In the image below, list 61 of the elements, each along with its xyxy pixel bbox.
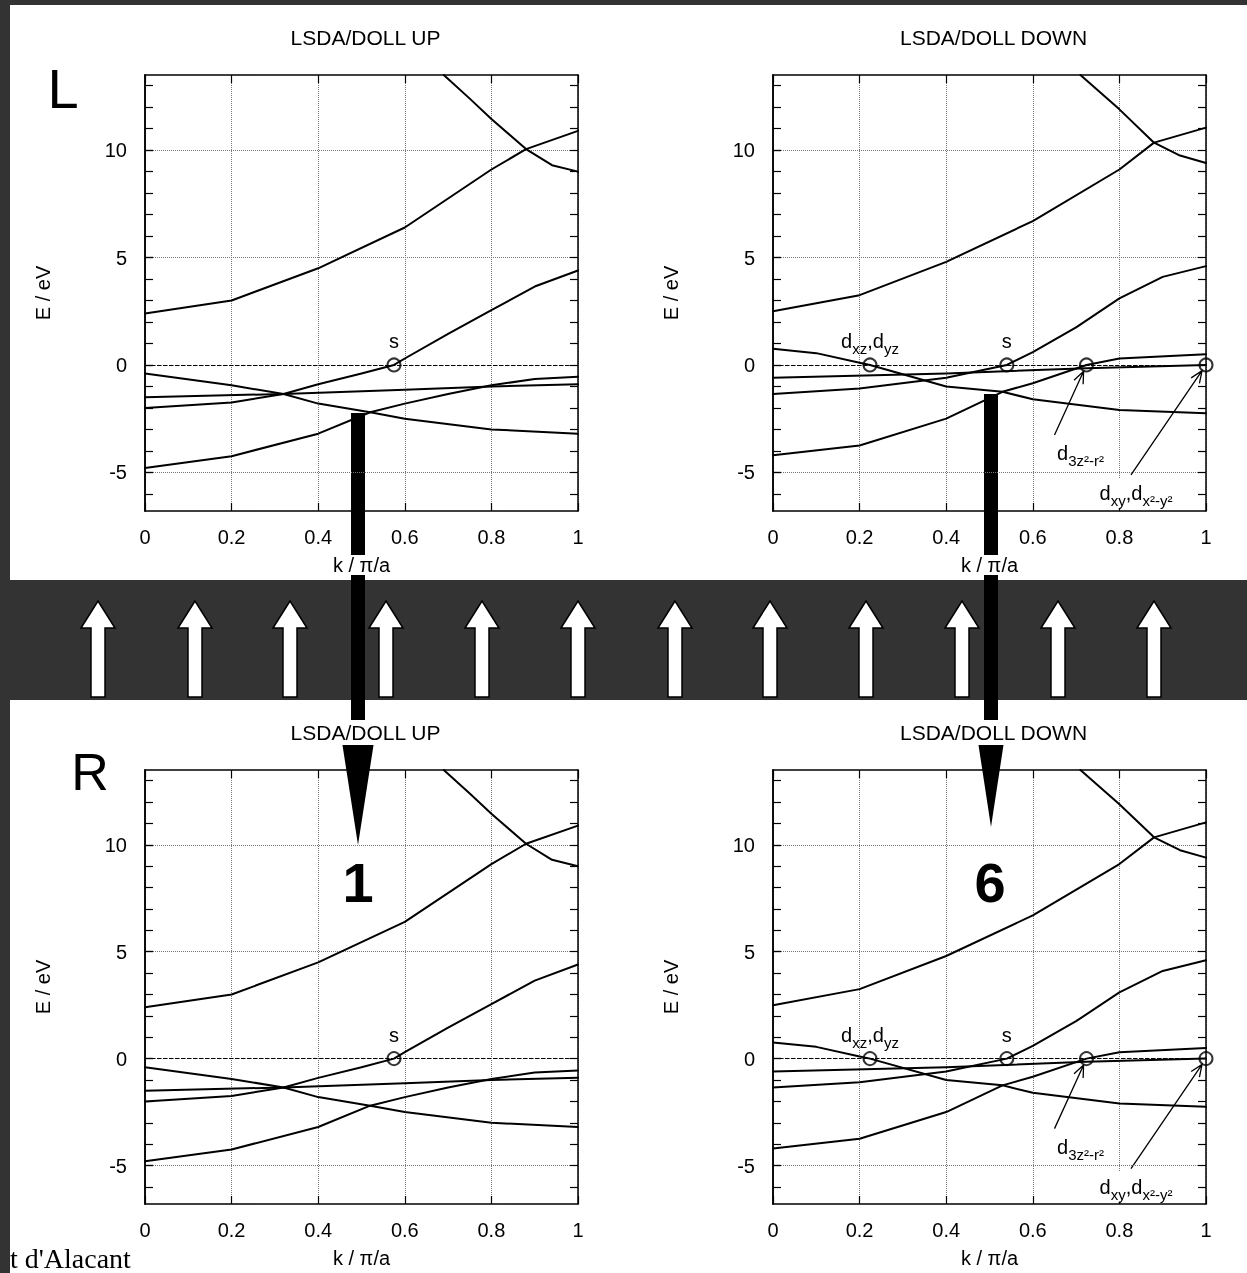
y-tick-label: 0 — [115, 353, 127, 376]
x-tick-label: 0.2 — [217, 526, 246, 548]
y-tick-label: 10 — [104, 833, 127, 856]
chart-title: LSDA/DOLL DOWN — [899, 26, 1088, 49]
x-tick-label: 0.6 — [390, 526, 419, 548]
x-tick-label: 1 — [1200, 526, 1212, 548]
y-tick-label: 0 — [743, 1047, 755, 1070]
y-tick-label: 5 — [115, 246, 127, 269]
text: t d'Alacant — [10, 1242, 132, 1273]
y-tick-label: 5 — [743, 246, 755, 269]
x-tick-label: 0.4 — [304, 1219, 333, 1241]
x-tick-label: 0.6 — [1018, 1219, 1047, 1241]
x-tick-label: 1 — [1200, 1219, 1212, 1241]
x-tick-label: 0.8 — [1105, 526, 1134, 548]
chart-title: LSDA/DOLL UP — [290, 721, 441, 744]
x-tick-label: 0.6 — [1018, 526, 1047, 548]
x-tick-label: 0.6 — [390, 1219, 419, 1241]
annotation: s — [388, 329, 399, 352]
y-tick-label: 0 — [743, 353, 755, 376]
y-axis-title: E / eV — [32, 959, 54, 1015]
x-tick-label: 1 — [572, 526, 584, 548]
x-tick-label: 0.2 — [845, 526, 874, 548]
annotation: s — [1001, 1023, 1012, 1046]
x-tick-label: 0.2 — [217, 1219, 246, 1241]
x-tick-label: 0 — [139, 1219, 151, 1241]
y-tick-label: -5 — [737, 1154, 755, 1177]
annotation: 1 — [342, 850, 374, 914]
x-tick-label: 0.8 — [477, 1219, 506, 1241]
y-tick-label: 10 — [732, 833, 755, 856]
annotation: s — [388, 1023, 399, 1046]
x-tick-label: 0.4 — [304, 526, 333, 548]
y-tick-label: -5 — [737, 461, 755, 484]
text: L — [47, 56, 79, 120]
text: R — [71, 743, 109, 801]
y-tick-label: 0 — [115, 1047, 127, 1070]
x-axis-title: k / π/a — [960, 1247, 1019, 1269]
x-tick-label: 0.8 — [1105, 1219, 1134, 1241]
y-axis-title: E / eV — [660, 959, 682, 1015]
y-tick-label: 5 — [115, 940, 127, 963]
x-tick-label: 0 — [767, 526, 779, 548]
y-tick-label: 10 — [104, 139, 127, 162]
y-tick-label: -5 — [109, 461, 127, 484]
x-axis-title: k / π/a — [332, 554, 391, 576]
y-axis-title: E / eV — [32, 265, 54, 321]
x-tick-label: 0.8 — [477, 526, 506, 548]
x-axis-title: k / π/a — [960, 554, 1019, 576]
y-tick-label: 5 — [743, 940, 755, 963]
x-tick-label: 1 — [572, 1219, 584, 1241]
annotation: 6 — [974, 850, 1006, 914]
x-axis-title: k / π/a — [332, 1247, 391, 1269]
x-tick-label: 0 — [139, 526, 151, 548]
x-tick-label: 0.4 — [932, 526, 961, 548]
y-axis-title: E / eV — [660, 265, 682, 321]
x-tick-label: 0.2 — [845, 1219, 874, 1241]
y-tick-label: 10 — [732, 139, 755, 162]
x-tick-label: 0.4 — [932, 1219, 961, 1241]
chart-title: LSDA/DOLL UP — [290, 26, 441, 49]
x-tick-label: 0 — [767, 1219, 779, 1241]
y-tick-label: -5 — [109, 1154, 127, 1177]
annotation: s — [1001, 329, 1012, 352]
chart-title: LSDA/DOLL DOWN — [899, 721, 1088, 744]
